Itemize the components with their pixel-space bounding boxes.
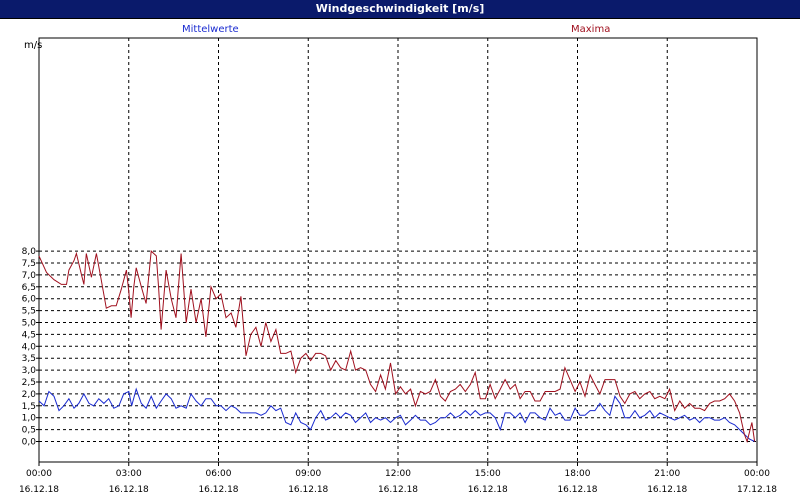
y-tick-label: 1,0 — [22, 414, 37, 424]
x-tick-date-label: 16.12.18 — [288, 485, 328, 495]
x-tick-date-label: 16.12.18 — [109, 485, 149, 495]
legend-maxima: Maxima — [571, 24, 611, 35]
x-tick-time-label: 09:00 — [295, 469, 321, 479]
x-tick-date-label: 16.12.18 — [557, 485, 597, 495]
x-tick-date-label: 16.12.18 — [378, 485, 418, 495]
x-tick-time-label: 15:00 — [475, 469, 501, 479]
x-tick-time-label: 03:00 — [116, 469, 142, 479]
x-tick-time-label: 00:00 — [26, 469, 52, 479]
y-tick-label: 0,0 — [22, 438, 37, 448]
y-axis: 0,0 0,5 1,0 1,5 2,0 2,5 3,0 3,5 4,0 4,55,0 5,5 6,0 6… — [22, 247, 39, 448]
y-tick-label: 8,0 — [22, 247, 37, 257]
y-tick-label: 5,5 — [22, 307, 36, 317]
legend-mittelwerte: Mittelwerte — [182, 24, 239, 35]
x-tick-time-label: 06:00 — [206, 469, 232, 479]
x-tick-time-label: 00:00 — [744, 469, 770, 479]
series-line-maxima — [38, 250, 756, 444]
y-tick-label: 2,5 — [22, 378, 36, 388]
y-tick-label: 6,5 — [22, 283, 36, 293]
chart-title: Windgeschwindigkeit [m/s] — [0, 0, 800, 19]
x-axis: 00:00 16.12.18 03:00 16.12.18 06:00 16.12.18 0… — [19, 462, 777, 495]
y-tick-label: 4,5 — [22, 330, 36, 340]
y-tick-label: 5,0 — [22, 319, 37, 329]
x-tick-date-label: 16.12.18 — [198, 485, 238, 495]
x-tick-time-label: 21:00 — [654, 469, 680, 479]
y-tick-label: 7,5 — [22, 259, 36, 269]
x-tick-date-label: 16.12.18 — [19, 485, 59, 495]
y-tick-label: 0,5 — [22, 426, 36, 436]
series-lines — [38, 250, 756, 444]
series-line-mittelwerte — [38, 387, 755, 442]
grid-lines — [39, 38, 757, 462]
x-tick-date-label: 16.12.18 — [647, 485, 687, 495]
y-tick-label: 3,5 — [22, 354, 36, 364]
x-tick-time-label: 18:00 — [565, 469, 591, 479]
y-tick-label: 6,0 — [22, 295, 37, 305]
y-tick-label: 4,0 — [22, 342, 37, 352]
x-tick-time-label: 12:00 — [385, 469, 411, 479]
y-axis-unit: m/s — [24, 40, 43, 51]
y-tick-label: 7,0 — [22, 271, 37, 281]
y-tick-label: 2,0 — [22, 390, 37, 400]
y-tick-label: 1,5 — [22, 402, 36, 412]
x-tick-date-label: 17.12.18 — [737, 485, 777, 495]
y-tick-label: 3,0 — [22, 366, 37, 376]
x-tick-date-label: 16.12.18 — [468, 485, 508, 495]
